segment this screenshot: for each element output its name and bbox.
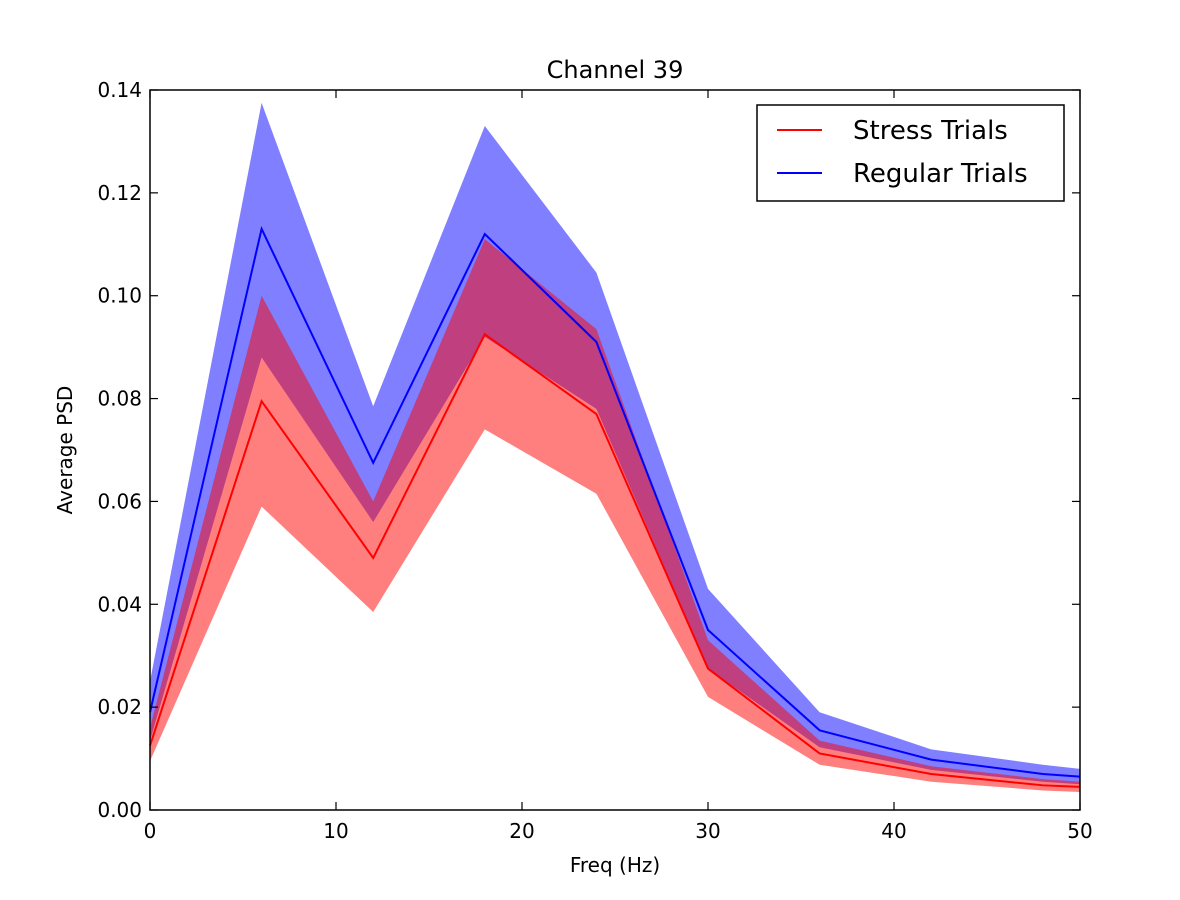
- y-tick-label: 0.06: [97, 489, 142, 513]
- legend-label: Regular Trials: [853, 159, 1028, 189]
- band-stress-trials: [150, 239, 1080, 793]
- y-tick-label: 0.02: [97, 695, 142, 719]
- line-stress-trials: [149, 332, 1081, 788]
- x-tick-label: 10: [323, 819, 348, 843]
- y-tick-label: 0.10: [97, 284, 142, 308]
- x-tick-label: 20: [509, 819, 534, 843]
- x-tick-label: 30: [695, 819, 720, 843]
- confidence-bands: [150, 102, 1080, 793]
- plot-frame: [149, 89, 1081, 811]
- x-tick-label: 50: [1067, 819, 1092, 843]
- y-tick-label: 0.12: [97, 181, 142, 205]
- y-tick-label: 0.00: [97, 798, 142, 822]
- y-tick-label: 0.14: [97, 78, 142, 102]
- y-tick-label: 0.08: [97, 387, 142, 411]
- legend: Stress Trials Regular Trials: [756, 104, 1065, 202]
- line-regular-trials: [149, 225, 1081, 778]
- legend-label: Stress Trials: [853, 116, 1008, 146]
- chart-title: Channel 39: [547, 56, 684, 84]
- legend-box: [756, 104, 1065, 202]
- axis-ticks: 0 10 20 30 40 50 0.00 0.02 0.04 0.06 0.08 0.10 0.12 0…: [97, 78, 1092, 843]
- series-lines: [149, 225, 1081, 788]
- y-tick-label: 0.04: [97, 592, 142, 616]
- x-tick-label: 40: [881, 819, 906, 843]
- x-axis-title: Freq (Hz): [570, 853, 660, 877]
- y-axis-title: Average PSD: [53, 386, 77, 515]
- x-tick-label: 0: [144, 819, 157, 843]
